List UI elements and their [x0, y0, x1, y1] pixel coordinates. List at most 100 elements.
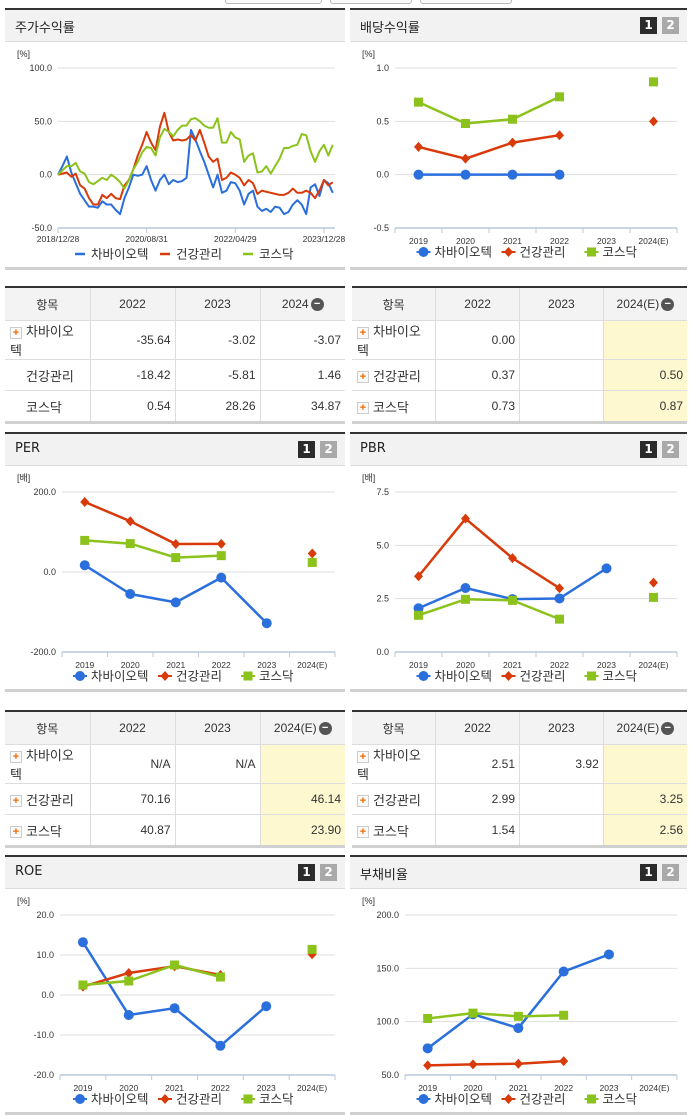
- row-label: 차바이오텍: [357, 324, 421, 358]
- legend-marker-kosdaq: [587, 247, 596, 257]
- per-table: 항목 2022 2023 2024(E) − + 차바이오텍 N/A N/A + 건강관리 70.16…: [5, 710, 345, 848]
- x-tick-label: 2024(E): [297, 1083, 327, 1093]
- data-point-chabio: [422, 1043, 433, 1054]
- top-button[interactable]: [420, 0, 512, 4]
- page-button-1[interactable]: 1: [298, 441, 315, 458]
- panel-title: PER: [15, 441, 41, 456]
- row-label-cell: + 코스닥: [5, 814, 91, 845]
- data-point-chabio: [604, 949, 614, 960]
- expand-plus-icon[interactable]: +: [10, 795, 22, 808]
- value-cell: -35.64: [90, 320, 176, 360]
- page-button-1[interactable]: 1: [640, 441, 657, 458]
- data-point-kosdaq: [216, 551, 226, 561]
- data-point-kosdaq: [307, 557, 317, 567]
- series-line-chabio: [81, 941, 268, 1048]
- x-tick-label: 2023: [597, 236, 616, 246]
- expand-plus-icon[interactable]: +: [357, 826, 369, 839]
- dividend-table: 항목 2022 2023 2024(E) − + 차바이오텍 0.00 + 건강관리 0.37 0.5…: [352, 286, 687, 424]
- page-button-1[interactable]: 1: [298, 864, 315, 881]
- x-tick-label: 2021: [509, 1083, 528, 1093]
- value-cell: 0.73: [435, 390, 520, 421]
- data-table: 항목 2022 2023 2024(E) − + 차바이오텍 2.51 3.92 + 건강관리 2.9…: [352, 712, 687, 845]
- panel-title: ROE: [15, 864, 43, 879]
- column-header: 2024(E) −: [260, 712, 345, 745]
- x-tick-label: 2020: [119, 1083, 138, 1093]
- top-button[interactable]: [225, 0, 322, 4]
- data-point-healthcare: [414, 141, 423, 152]
- value-cell: 0.00: [435, 320, 520, 360]
- value-cell: [519, 783, 604, 815]
- data-point-kosdaq: [171, 553, 181, 563]
- data-point-chabio: [79, 560, 90, 571]
- collapse-minus-icon[interactable]: −: [661, 722, 675, 736]
- value-cell: 1.54: [435, 814, 520, 845]
- legend-marker-healthcare: [504, 671, 513, 681]
- data-table: 항목 2022 2023 2024(E) − + 차바이오텍 0.00 + 건강관리 0.37 0.5…: [352, 288, 687, 421]
- x-tick-label: 2022: [211, 1083, 230, 1093]
- legend-label-kosdaq: 코스닥: [259, 248, 294, 262]
- x-tick-label: 2023: [600, 1083, 619, 1093]
- expand-plus-icon[interactable]: +: [357, 326, 369, 339]
- page-button-2[interactable]: 2: [662, 441, 679, 458]
- row-label-cell: + 차바이오텍: [352, 744, 437, 784]
- data-point-healthcare: [461, 513, 470, 524]
- data-point-kosdaq: [559, 1010, 569, 1020]
- expand-plus-icon[interactable]: +: [357, 795, 369, 808]
- top-button[interactable]: [330, 0, 412, 4]
- value-cell: -3.07: [260, 320, 345, 360]
- page-button-2[interactable]: 2: [662, 17, 679, 34]
- x-tick-label: 2020: [121, 660, 140, 670]
- data-point-healthcare: [216, 538, 226, 549]
- table-row: + 건강관리 2.99 3.25: [352, 783, 687, 815]
- row-label-cell: + 건강관리: [352, 783, 437, 815]
- series-line-kosdaq: [57, 117, 334, 190]
- expand-plus-icon[interactable]: +: [10, 826, 22, 839]
- legend-label-healthcare: 건강관리: [520, 246, 566, 260]
- x-tick-label: 2022/04/29: [214, 234, 257, 244]
- y-unit-label: [%]: [362, 896, 375, 906]
- y-tick-label: 50.0: [381, 1070, 399, 1080]
- x-tick-label: 2024(E): [638, 236, 668, 246]
- column-header-label: 항목: [382, 721, 405, 736]
- column-header-label: 2022: [119, 297, 146, 311]
- y-tick-label: 200.0: [33, 487, 56, 497]
- data-point-healthcare: [171, 539, 181, 549]
- collapse-minus-icon[interactable]: −: [318, 722, 332, 736]
- column-header: 항목: [352, 288, 437, 321]
- x-tick-label: 2024(E): [297, 660, 327, 670]
- expand-plus-icon[interactable]: +: [357, 750, 369, 763]
- column-header-label: 2022: [464, 721, 491, 735]
- x-tick-label: 2019: [418, 1083, 437, 1093]
- table-row: + 차바이오텍 0.00: [352, 320, 687, 360]
- page-button-2[interactable]: 2: [662, 864, 679, 881]
- column-header: 2024(E) −: [603, 288, 687, 321]
- stock-return-panel: 주가수익률 [%] 100.0 50.0 0.0 -50.0 2018/12/28 2020…: [5, 8, 345, 270]
- data-point-chabio: [261, 1001, 272, 1012]
- data-point-healthcare: [461, 153, 470, 164]
- expand-plus-icon[interactable]: +: [357, 402, 369, 415]
- y-tick-label: 0.0: [376, 647, 389, 657]
- collapse-minus-icon[interactable]: −: [310, 298, 324, 312]
- data-point-chabio: [216, 572, 227, 583]
- page-button-2[interactable]: 2: [320, 441, 337, 458]
- legend-marker-healthcare: [504, 247, 513, 257]
- panel-title: PBR: [360, 441, 386, 456]
- expand-plus-icon[interactable]: +: [10, 750, 22, 763]
- data-point-chabio: [413, 169, 424, 180]
- page-button-1[interactable]: 1: [640, 864, 657, 881]
- expand-plus-icon[interactable]: +: [10, 326, 22, 339]
- legend-label-kosdaq: 코스닥: [603, 1093, 638, 1107]
- collapse-minus-icon[interactable]: −: [661, 298, 675, 312]
- data-point-kosdaq: [649, 77, 658, 87]
- legend-label-chabio: 차바이오텍: [91, 670, 149, 684]
- page-button-1[interactable]: 1: [640, 17, 657, 34]
- data-point-chabio: [601, 563, 612, 574]
- data-point-kosdaq: [423, 1013, 433, 1023]
- data-point-chabio: [460, 583, 471, 593]
- page-button-2[interactable]: 2: [320, 864, 337, 881]
- expand-plus-icon[interactable]: +: [357, 371, 369, 384]
- data-point-healthcare: [508, 137, 517, 148]
- y-tick-label: 0.0: [376, 170, 389, 180]
